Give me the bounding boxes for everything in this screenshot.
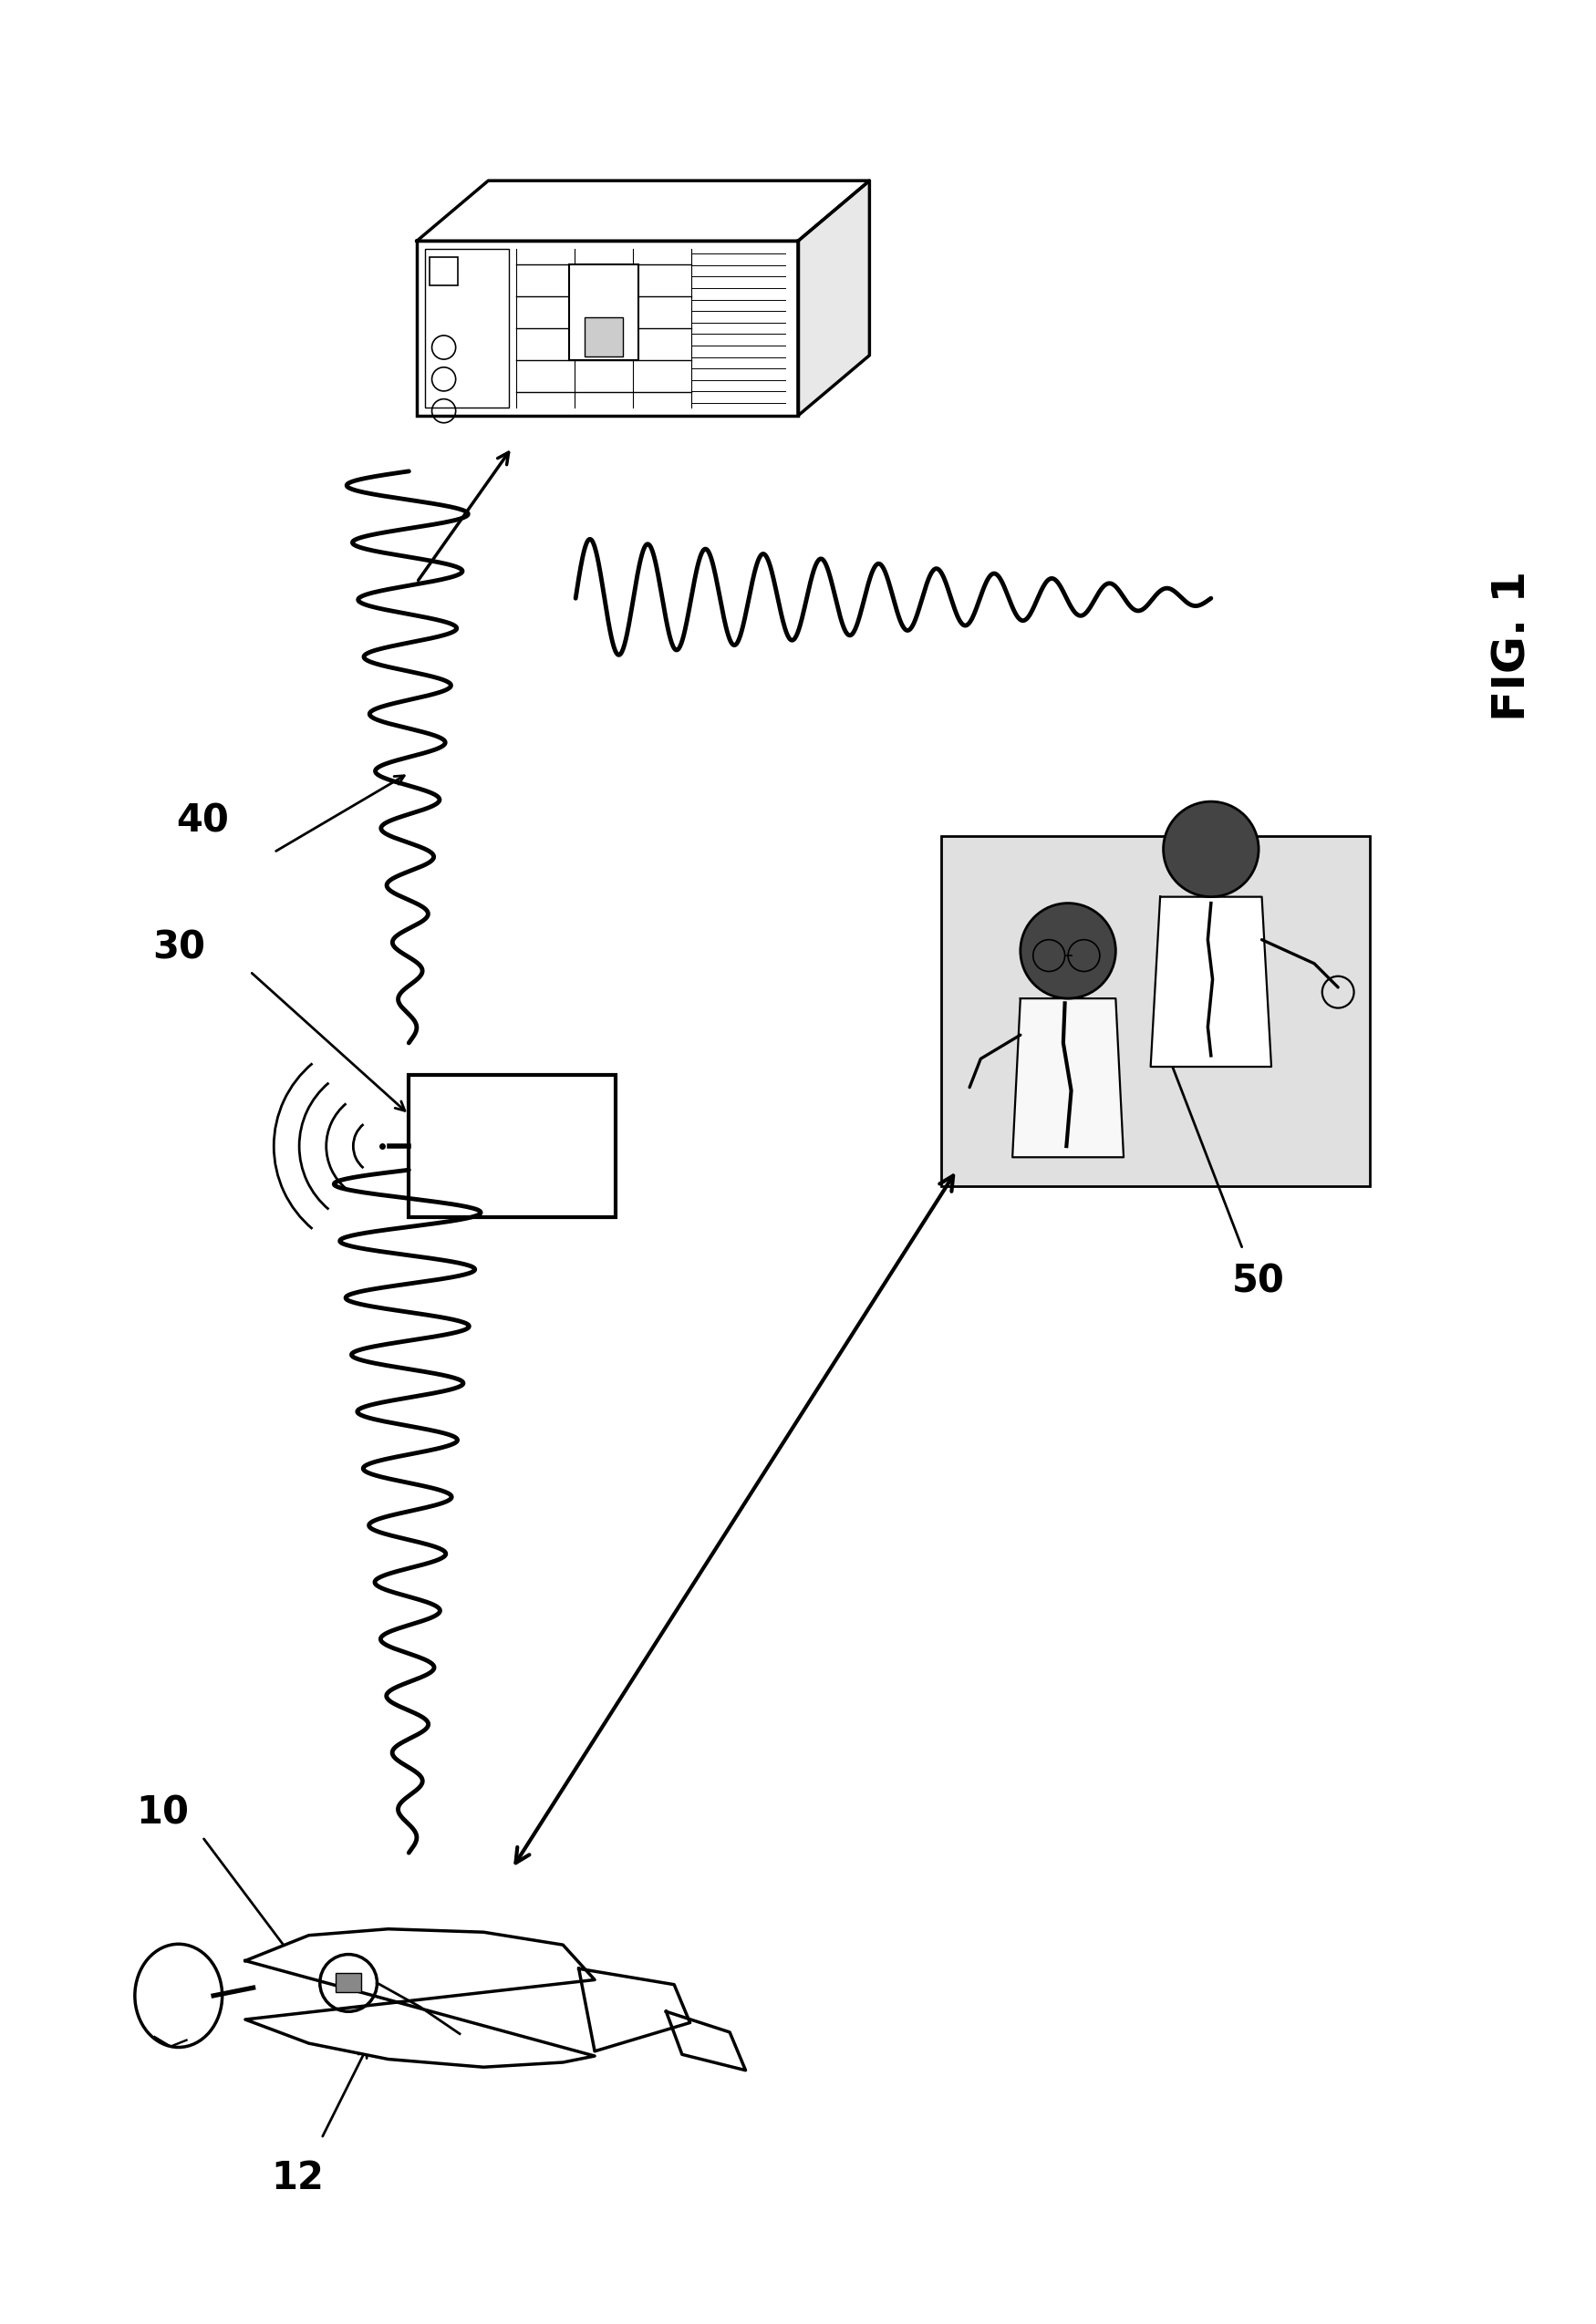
Bar xyxy=(409,1074,616,1218)
Bar xyxy=(568,265,638,360)
Polygon shape xyxy=(798,181,870,416)
FancyBboxPatch shape xyxy=(942,837,1369,1185)
Circle shape xyxy=(1163,802,1259,897)
Polygon shape xyxy=(666,2013,745,2071)
Bar xyxy=(425,249,509,407)
Polygon shape xyxy=(246,1929,595,2066)
Bar xyxy=(584,316,622,358)
Text: 30: 30 xyxy=(152,930,204,967)
Text: FIG. 1: FIG. 1 xyxy=(1491,572,1535,720)
Text: 10: 10 xyxy=(136,1794,188,1831)
Bar xyxy=(335,1973,361,1992)
Bar xyxy=(429,258,458,286)
Text: 50: 50 xyxy=(1232,1262,1285,1299)
Text: 40: 40 xyxy=(176,802,228,839)
Polygon shape xyxy=(1151,897,1272,1067)
Circle shape xyxy=(1020,904,1116,999)
Polygon shape xyxy=(579,1968,689,2052)
Bar xyxy=(417,242,798,416)
Polygon shape xyxy=(417,181,870,242)
Polygon shape xyxy=(1012,999,1124,1157)
Text: 12: 12 xyxy=(271,2159,324,2199)
